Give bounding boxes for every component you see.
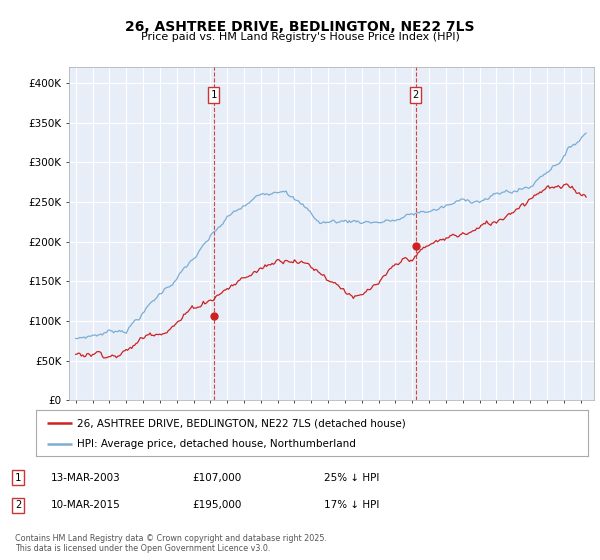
Text: 1: 1 [211, 90, 217, 100]
Text: 17% ↓ HPI: 17% ↓ HPI [324, 500, 379, 510]
Text: 26, ASHTREE DRIVE, BEDLINGTON, NE22 7LS: 26, ASHTREE DRIVE, BEDLINGTON, NE22 7LS [125, 20, 475, 34]
Text: 10-MAR-2015: 10-MAR-2015 [51, 500, 121, 510]
Text: 2: 2 [15, 500, 21, 510]
Text: Contains HM Land Registry data © Crown copyright and database right 2025.
This d: Contains HM Land Registry data © Crown c… [15, 534, 327, 553]
Text: Price paid vs. HM Land Registry's House Price Index (HPI): Price paid vs. HM Land Registry's House … [140, 32, 460, 43]
Text: 1: 1 [15, 473, 21, 483]
Text: HPI: Average price, detached house, Northumberland: HPI: Average price, detached house, Nort… [77, 438, 356, 449]
Text: 13-MAR-2003: 13-MAR-2003 [51, 473, 121, 483]
Text: £107,000: £107,000 [192, 473, 241, 483]
Text: 25% ↓ HPI: 25% ↓ HPI [324, 473, 379, 483]
Text: 2: 2 [413, 90, 419, 100]
Text: 26, ASHTREE DRIVE, BEDLINGTON, NE22 7LS (detached house): 26, ASHTREE DRIVE, BEDLINGTON, NE22 7LS … [77, 418, 406, 428]
Text: £195,000: £195,000 [192, 500, 241, 510]
